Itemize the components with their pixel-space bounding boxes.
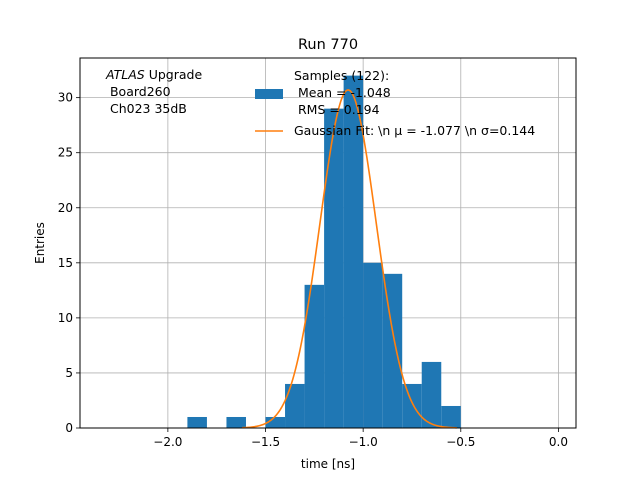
upgrade-text: Upgrade (145, 67, 203, 82)
legend-samples-line-1: Samples (122): (294, 68, 389, 83)
y-tick-label: 20 (58, 201, 73, 215)
legend-samples-line-3: RMS = 0.194 (294, 102, 380, 117)
histogram-bar (343, 75, 364, 428)
x-tick-label: −0.5 (446, 435, 475, 449)
x-tick-label: 0.0 (549, 435, 568, 449)
histogram-bar (265, 416, 286, 428)
y-tick-label: 25 (58, 146, 73, 160)
chart-title: Run 770 (298, 37, 358, 53)
legend: Samples (122): Mean = -1.048 RMS = 0.194… (255, 68, 535, 138)
y-tick-label: 0 (65, 421, 73, 435)
y-tick-label: 30 (58, 91, 73, 105)
atlas-annotation: ATLAS Upgrade Board260 Ch023 35dB (105, 67, 202, 116)
y-axis-ticks: 0 5 10 15 20 25 30 (58, 91, 80, 435)
annotation-line-1: ATLAS Upgrade (105, 67, 202, 82)
x-axis-label: time [ns] (301, 457, 355, 471)
x-tick-label: −2.0 (153, 435, 182, 449)
legend-samples-line-2: Mean = -1.048 (294, 85, 391, 100)
histogram-bar (324, 108, 344, 429)
histogram-bar (402, 383, 422, 428)
histogram-bar (304, 284, 325, 428)
y-tick-label: 5 (65, 366, 73, 380)
annotation-line-2: Board260 (106, 84, 171, 99)
y-tick-label: 10 (58, 311, 73, 325)
histogram-bar (382, 273, 403, 428)
legend-samples-swatch (255, 89, 283, 99)
histogram-bar (363, 262, 383, 428)
legend-fit-label: Gaussian Fit: \n μ = -1.077 \n σ=0.144 (294, 123, 535, 138)
x-tick-label: −1.5 (251, 435, 280, 449)
histogram-bar (421, 361, 442, 428)
histogram-bar (187, 416, 207, 428)
histogram-bar (441, 405, 461, 428)
y-tick-label: 15 (58, 256, 73, 270)
annotation-line-3: Ch023 35dB (106, 101, 187, 116)
atlas-italic: ATLAS (105, 67, 145, 82)
histogram-bar (226, 416, 246, 428)
histogram-bars (187, 75, 461, 429)
x-axis-ticks: −2.0 −1.5 −1.0 −0.5 0.0 (153, 428, 568, 449)
plot-frame (79, 57, 577, 429)
y-axis-label: Entries (33, 222, 47, 264)
histogram-bar (285, 383, 305, 428)
gaussian-fit-curve (242, 89, 457, 429)
x-tick-label: −1.0 (349, 435, 378, 449)
